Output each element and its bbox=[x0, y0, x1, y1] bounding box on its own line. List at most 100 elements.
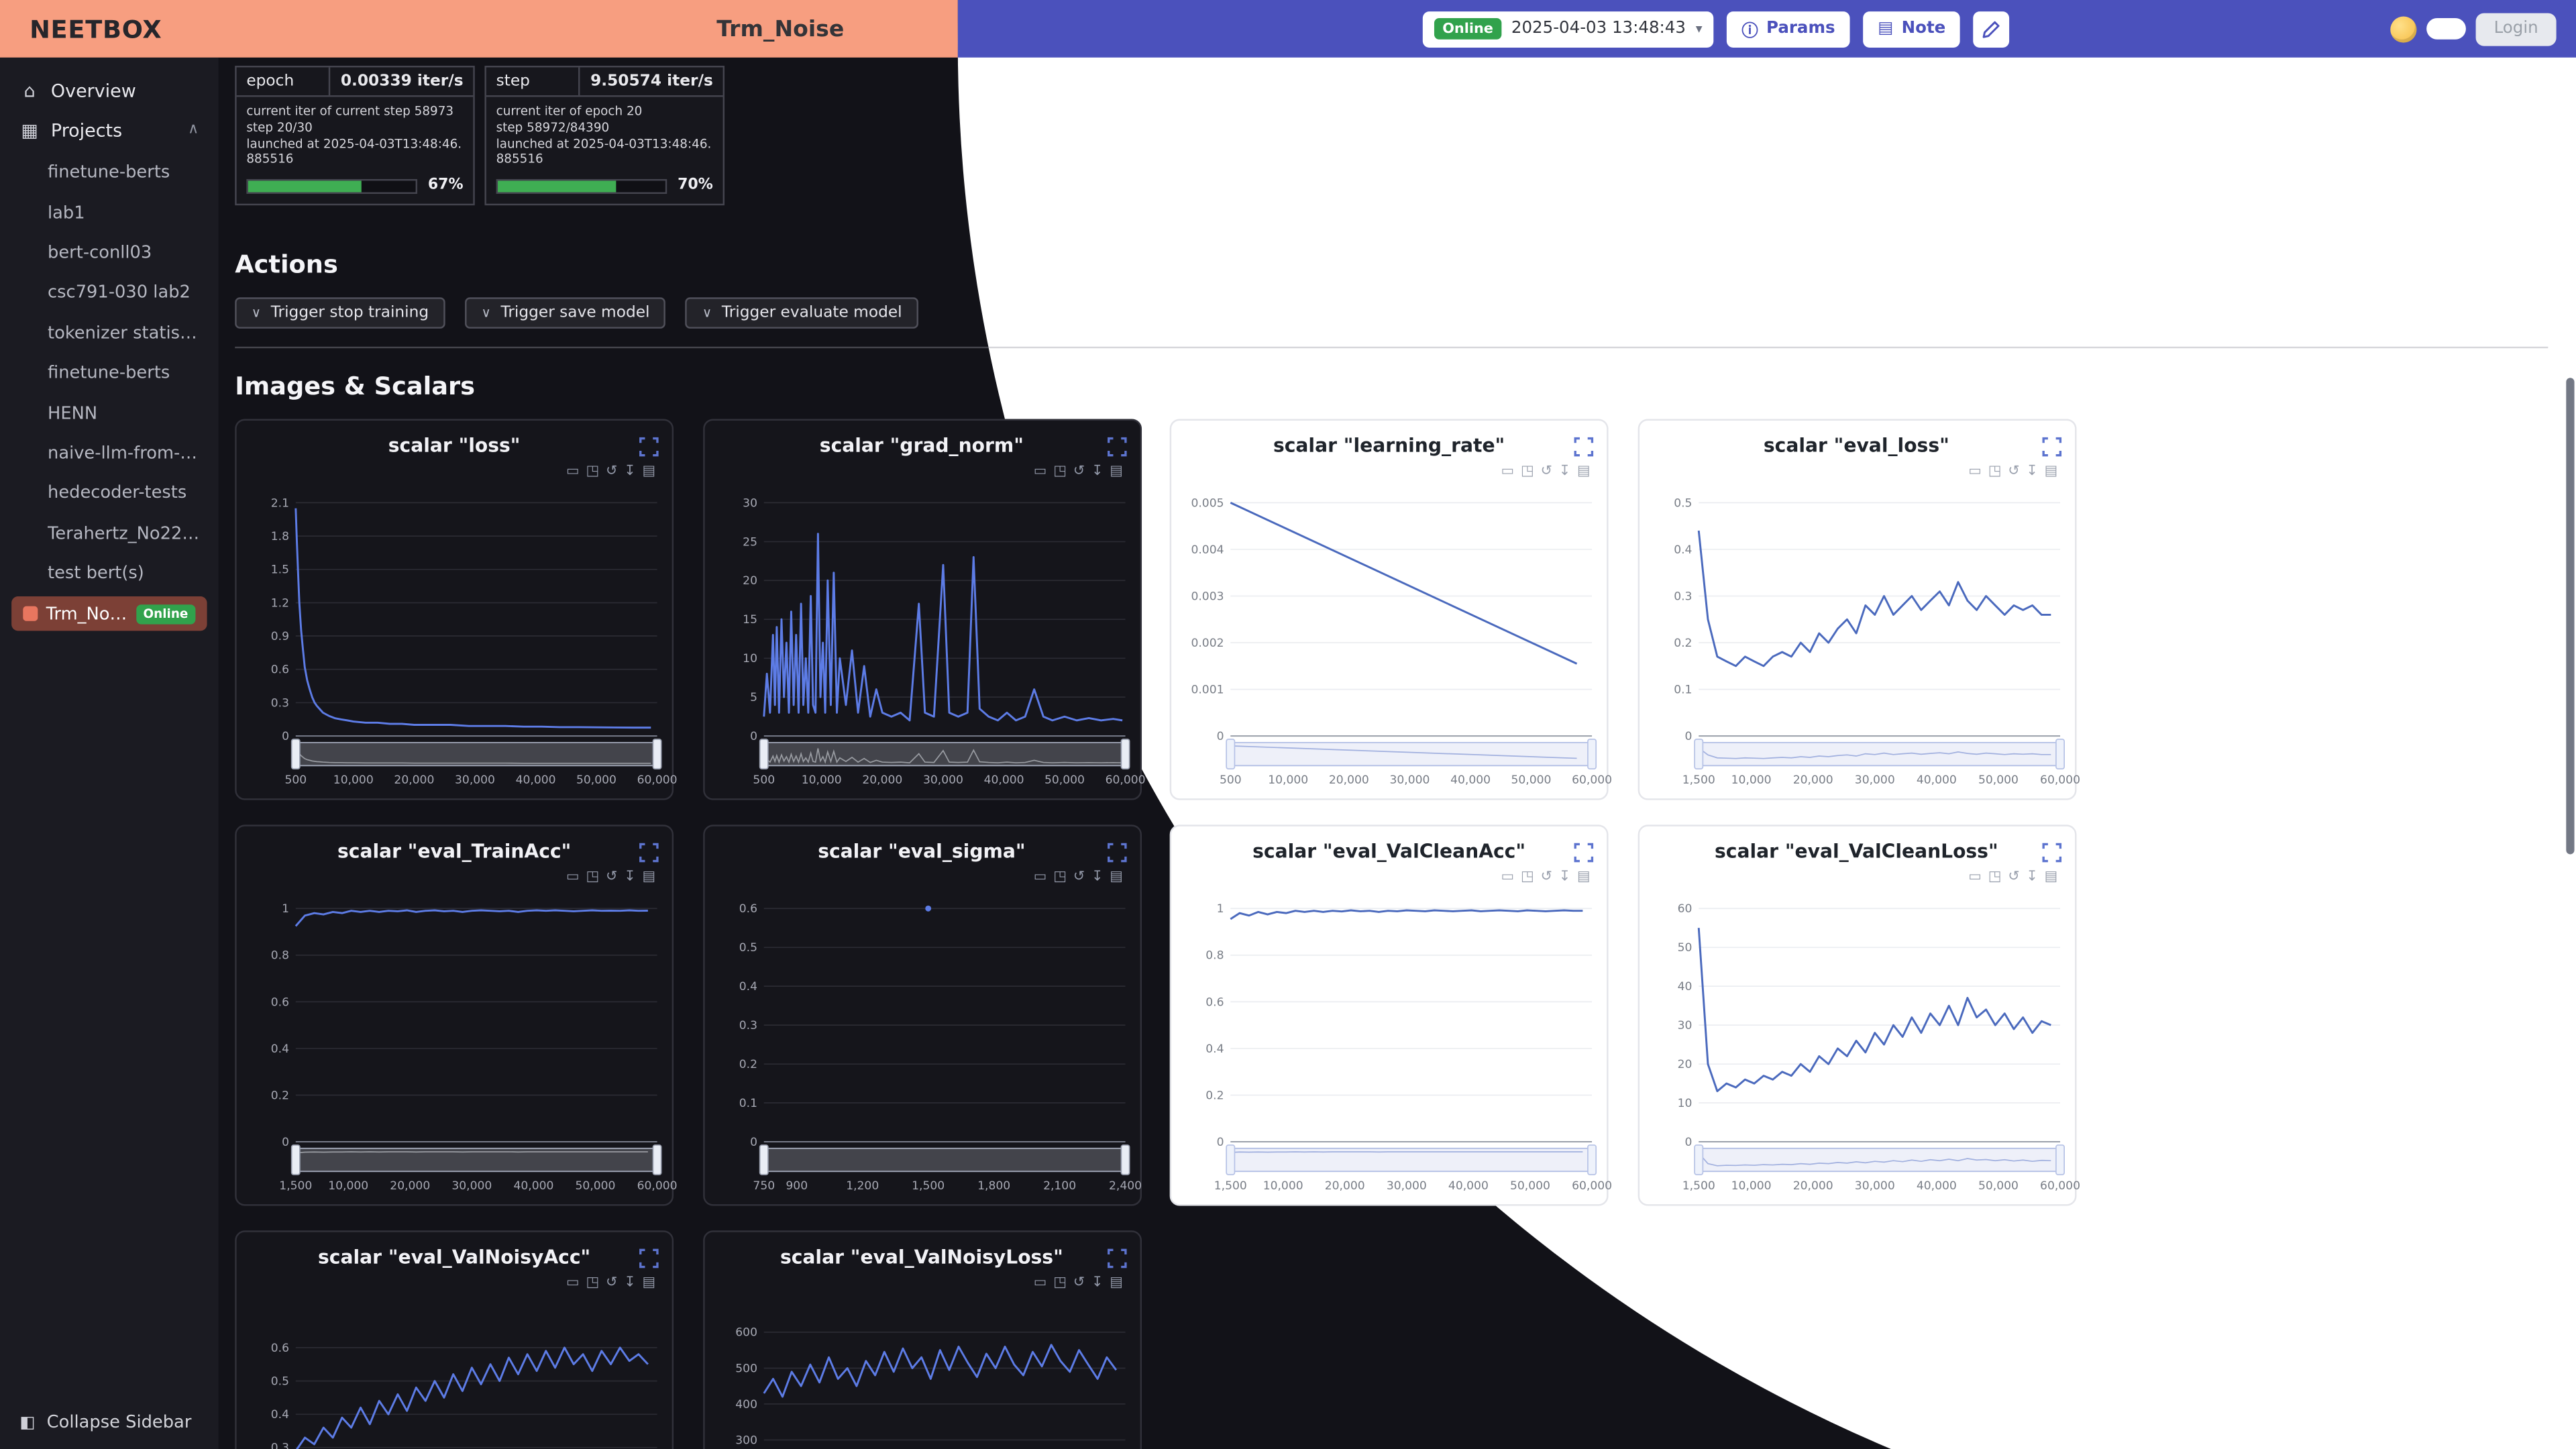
download-icon[interactable]: ↧ bbox=[2026, 463, 2038, 480]
zoom-reset-icon[interactable]: ◳ bbox=[586, 1275, 600, 1291]
chart-plot[interactable]: 0 0.1 0.2 0.3 0.4 0.5 1,500 10,000 20,000 30,000 4… bbox=[1649, 493, 2080, 799]
metric-rate: 0.00339 iter/s bbox=[329, 67, 474, 96]
chart-plot[interactable]: 0 0.3 0.6 0.9 1.2 1.5 1.8 2.1 500 10,000 20,000 30,… bbox=[246, 493, 678, 799]
zoom-reset-icon[interactable]: ◳ bbox=[1988, 869, 2002, 885]
restore-icon[interactable]: ↺ bbox=[1073, 463, 1085, 480]
expand-icon[interactable] bbox=[1106, 432, 1126, 457]
expand-icon[interactable] bbox=[2041, 432, 2061, 457]
sidebar-project-item[interactable]: finetune-berts bbox=[0, 353, 219, 393]
chart-plot[interactable]: 0 5 10 15 20 25 30 500 10,000 20,000 30,000 40,000 5… bbox=[714, 493, 1144, 799]
data-view-icon[interactable]: ▤ bbox=[1110, 869, 1123, 885]
data-view-icon[interactable]: ▤ bbox=[1110, 1275, 1123, 1291]
expand-icon[interactable] bbox=[639, 838, 659, 863]
download-icon[interactable]: ↧ bbox=[1558, 869, 1571, 885]
sidebar-project-item[interactable]: csc791-030 lab2 bbox=[0, 273, 219, 313]
edit-button[interactable] bbox=[1973, 10, 2010, 47]
zoom-box-icon[interactable]: ▭ bbox=[1501, 463, 1515, 480]
restore-icon[interactable]: ↺ bbox=[605, 1275, 618, 1291]
download-icon[interactable]: ↧ bbox=[624, 1275, 636, 1291]
data-view-icon[interactable]: ▤ bbox=[642, 463, 656, 480]
expand-icon[interactable] bbox=[639, 432, 659, 457]
zoom-reset-icon[interactable]: ◳ bbox=[1053, 869, 1067, 885]
sidebar-item-projects[interactable]: ▦ Projects ∧ bbox=[0, 110, 219, 150]
zoom-box-icon[interactable]: ▭ bbox=[1968, 869, 1982, 885]
restore-icon[interactable]: ↺ bbox=[605, 869, 618, 885]
action-button-trigger-save-model[interactable]: ∨ Trigger save model bbox=[465, 297, 666, 329]
chart-plot[interactable]: 3004005006001,50010,00020,00030,00040,00… bbox=[714, 1304, 1132, 1449]
zoom-box-icon[interactable]: ▭ bbox=[1968, 463, 1982, 480]
avatar-emoji[interactable] bbox=[2390, 15, 2417, 42]
chart-plot[interactable]: 0 0.2 0.4 0.6 0.8 1 1,500 10,000 20,000 30,000 40,… bbox=[246, 899, 678, 1205]
zoom-box-icon[interactable]: ▭ bbox=[1033, 869, 1047, 885]
sidebar-project-item[interactable]: naive-llm-from-scratch bbox=[0, 433, 219, 474]
sidebar-project-item[interactable]: bert-conll03 bbox=[0, 233, 219, 273]
chart-plot[interactable]: 0 0.1 0.2 0.3 0.4 0.5 0.6 750 900 1,200 1,500 1,800… bbox=[714, 899, 1141, 1205]
expand-icon[interactable] bbox=[1574, 838, 1594, 863]
download-icon[interactable]: ↧ bbox=[1091, 463, 1104, 480]
download-icon[interactable]: ↧ bbox=[1091, 1275, 1104, 1291]
login-button[interactable]: Login bbox=[2475, 12, 2557, 46]
sidebar-project-item[interactable]: hedecoder-tests bbox=[0, 474, 219, 514]
chart-plot[interactable]: 0 0.2 0.4 0.6 0.8 1 1,500 10,000 20,000 30,000 40,… bbox=[1181, 899, 1612, 1205]
expand-icon[interactable] bbox=[1106, 1244, 1126, 1269]
zoom-box-icon[interactable]: ▭ bbox=[1033, 1275, 1047, 1291]
expand-icon[interactable] bbox=[1574, 432, 1594, 457]
restore-icon[interactable]: ↺ bbox=[2008, 869, 2020, 885]
data-view-icon[interactable]: ▤ bbox=[2044, 463, 2058, 480]
zoom-reset-icon[interactable]: ◳ bbox=[586, 869, 600, 885]
sidebar-project-item-active[interactable]: Trm_Noise Online bbox=[11, 596, 207, 632]
restore-icon[interactable]: ↺ bbox=[1073, 869, 1085, 885]
download-icon[interactable]: ↧ bbox=[624, 463, 636, 480]
zoom-box-icon[interactable]: ▭ bbox=[1501, 869, 1515, 885]
connection-status-dropdown[interactable]: Online 2025-04-03 13:48:43 ▾ bbox=[1422, 10, 1714, 47]
sidebar-project-item[interactable]: HENN bbox=[0, 393, 219, 433]
restore-icon[interactable]: ↺ bbox=[2008, 463, 2020, 480]
collapse-sidebar-button[interactable]: ◧ Collapse Sidebar bbox=[19, 1413, 191, 1432]
data-view-icon[interactable]: ▤ bbox=[1576, 463, 1591, 480]
download-icon[interactable]: ↧ bbox=[2026, 869, 2038, 885]
zoom-box-icon[interactable]: ▭ bbox=[566, 1275, 580, 1291]
restore-icon[interactable]: ↺ bbox=[1540, 869, 1552, 885]
data-view-icon[interactable]: ▤ bbox=[642, 869, 656, 885]
expand-icon[interactable] bbox=[1106, 838, 1126, 863]
data-view-icon[interactable]: ▤ bbox=[1110, 463, 1123, 480]
zoom-box-icon[interactable]: ▭ bbox=[566, 463, 580, 480]
download-icon[interactable]: ↧ bbox=[1091, 869, 1104, 885]
sidebar-project-item[interactable]: finetune-berts bbox=[0, 153, 219, 193]
zoom-reset-icon[interactable]: ◳ bbox=[1053, 1275, 1067, 1291]
sidebar-project-item[interactable]: tokenizer statistics llama... bbox=[0, 313, 219, 354]
theme-toggle[interactable] bbox=[2426, 17, 2466, 40]
params-button[interactable]: ⓘ Params bbox=[1727, 10, 1850, 47]
restore-icon[interactable]: ↺ bbox=[605, 463, 618, 480]
sidebar-item-overview[interactable]: ⌂ Overview bbox=[0, 70, 219, 110]
zoom-reset-icon[interactable]: ◳ bbox=[1053, 463, 1067, 480]
expand-icon[interactable] bbox=[2041, 838, 2061, 863]
data-view-icon[interactable]: ▤ bbox=[2044, 869, 2058, 885]
restore-icon[interactable]: ↺ bbox=[1073, 1275, 1085, 1291]
zoom-reset-icon[interactable]: ◳ bbox=[1520, 463, 1534, 480]
zoom-box-icon[interactable]: ▭ bbox=[566, 869, 580, 885]
chart-plot[interactable]: 00.10.20.30.40.50.61,50010,00020,00030,0… bbox=[246, 1304, 665, 1449]
download-icon[interactable]: ↧ bbox=[624, 869, 636, 885]
zoom-reset-icon[interactable]: ◳ bbox=[1988, 463, 2002, 480]
data-view-icon[interactable]: ▤ bbox=[642, 1275, 656, 1291]
svg-text:0: 0 bbox=[1684, 730, 1691, 743]
sidebar-project-item[interactable]: Terahertz_No22_Gl261_gl... bbox=[0, 513, 219, 553]
restore-icon[interactable]: ↺ bbox=[1540, 463, 1552, 480]
zoom-box-icon[interactable]: ▭ bbox=[1033, 463, 1047, 480]
download-icon[interactable]: ↧ bbox=[1558, 463, 1571, 480]
zoom-reset-icon[interactable]: ◳ bbox=[1520, 869, 1534, 885]
chart-plot[interactable]: 0 10 20 30 40 50 60 1,500 10,000 20,000 30,000 40,0… bbox=[1649, 899, 2079, 1205]
zoom-reset-icon[interactable]: ◳ bbox=[586, 463, 600, 480]
expand-icon[interactable] bbox=[639, 1244, 659, 1269]
scrollbar-thumb[interactable] bbox=[2566, 378, 2575, 855]
chart-plot[interactable]: 0 0.001 0.002 0.003 0.004 0.005 500 10,000 20,00… bbox=[1181, 493, 1612, 799]
brand-logo[interactable]: NEETBOX bbox=[30, 13, 162, 44]
action-button-trigger-evaluate-model[interactable]: ∨ Trigger evaluate model bbox=[686, 297, 919, 329]
svg-text:0: 0 bbox=[282, 1136, 289, 1149]
sidebar-project-item[interactable]: lab1 bbox=[0, 193, 219, 233]
data-view-icon[interactable]: ▤ bbox=[1576, 869, 1591, 885]
action-button-trigger-stop-training[interactable]: ∨ Trigger stop training bbox=[235, 297, 445, 329]
sidebar-project-item[interactable]: test bert(s) bbox=[0, 553, 219, 594]
note-button[interactable]: ▤ Note bbox=[1863, 10, 1961, 47]
